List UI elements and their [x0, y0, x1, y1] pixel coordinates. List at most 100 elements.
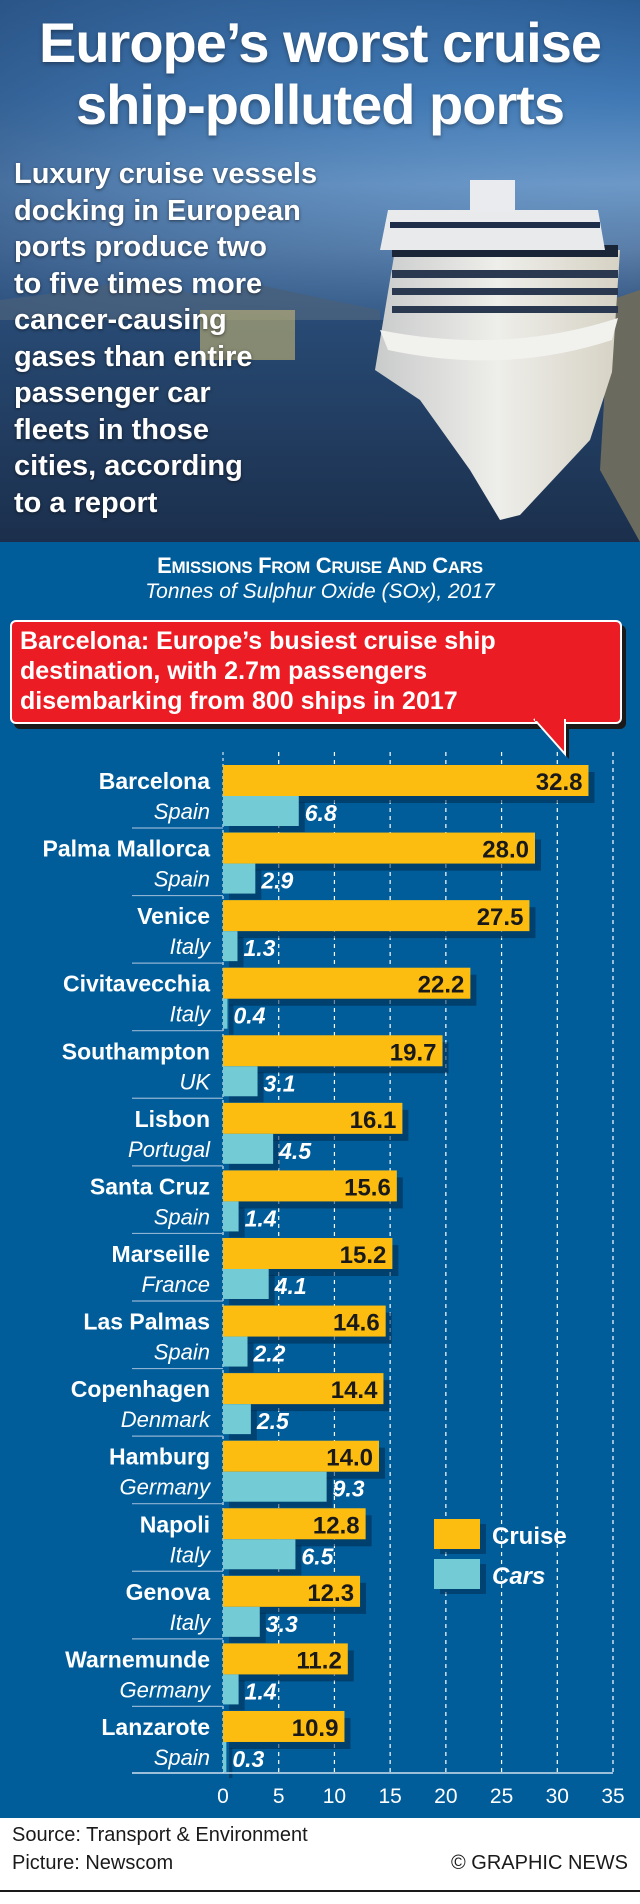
- cruise-value-label: 12.8: [313, 1512, 360, 1539]
- x-tick-label: 25: [490, 1785, 513, 1808]
- intro-text: Luxury cruise vessels docking in Europea…: [14, 156, 354, 521]
- cars-bar-shadow: [229, 1747, 233, 1778]
- intro-line: to five times more: [14, 267, 263, 300]
- country-label: Italy: [170, 934, 212, 959]
- cars-value-label: 2.9: [260, 868, 293, 894]
- cruise-value-label: 15.6: [344, 1174, 391, 1201]
- cars-value-label: 4.5: [278, 1138, 312, 1164]
- country-label: Spain: [154, 1745, 210, 1770]
- x-tick-label: 0: [217, 1785, 229, 1808]
- source-credit: Source: Transport & Environment: [12, 1824, 308, 1846]
- legend-label-cars: Cars: [492, 1563, 545, 1590]
- cruise-value-label: 12.3: [307, 1580, 354, 1607]
- cars-value-label: 0.3: [232, 1746, 264, 1772]
- cruise-bar-southampton: [223, 1035, 443, 1067]
- x-tick-label: 30: [546, 1785, 569, 1808]
- cruise-bar-genova: [223, 1575, 361, 1607]
- cruise-bar-barcelona: [223, 765, 589, 796]
- x-tick-label: 20: [434, 1785, 457, 1808]
- city-label: Southampton: [62, 1038, 210, 1064]
- country-label: Italy: [170, 1610, 212, 1635]
- country-label: Spain: [154, 799, 210, 824]
- cars-value-label: 1.3: [243, 935, 275, 961]
- callout-line: destination, with 2.7m passengers: [20, 657, 428, 685]
- callout-pointer: [533, 718, 566, 757]
- cars-value-label: 4.1: [274, 1273, 307, 1299]
- cruise-value-label: 14.6: [333, 1310, 380, 1337]
- country-label: France: [142, 1272, 210, 1297]
- cruise-value-label: 16.1: [350, 1107, 397, 1134]
- cars-bar-lanzarote: [223, 1741, 227, 1772]
- city-label: Venice: [137, 903, 210, 929]
- x-tick-label: 5: [273, 1785, 285, 1808]
- intro-line: passenger car: [14, 377, 211, 409]
- cruise-value-label: 28.0: [482, 837, 529, 864]
- cruise-bar-venice: [223, 900, 530, 932]
- country-label: Denmark: [121, 1407, 211, 1432]
- intro-line: to a report: [14, 486, 158, 519]
- cars-bar-lisbon: [223, 1133, 274, 1164]
- cars-bar-santa-cruz: [223, 1201, 239, 1232]
- cruise-bar-marseille: [223, 1237, 393, 1269]
- intro-line: ports produce two: [14, 231, 267, 263]
- city-label: Copenhagen: [71, 1376, 210, 1402]
- title-line-2: ship-polluted ports: [75, 73, 565, 136]
- city-label: Santa Cruz: [90, 1173, 210, 1199]
- city-label: Civitavecchia: [63, 971, 210, 997]
- chart-title: EMISSIONS FROM CRUISE AND CARS: [0, 553, 640, 579]
- cruise-bar-lisbon: [223, 1102, 403, 1134]
- cars-bar-warnemunde: [223, 1674, 239, 1705]
- legend-swatch-cruise: [434, 1519, 480, 1549]
- cars-bar-las-palmas: [223, 1336, 248, 1367]
- cruise-bar-lanzarote: [223, 1710, 345, 1742]
- cruise-bar-las-palmas: [223, 1305, 386, 1337]
- cars-bar-southampton: [223, 1066, 258, 1097]
- city-label: Marseille: [112, 1241, 210, 1267]
- ship-bow-deck: [380, 318, 618, 361]
- city-label: Genova: [126, 1579, 211, 1605]
- footer-rule: [0, 1890, 640, 1892]
- callout-pointer-join: [535, 716, 564, 721]
- legend-label-cruise: Cruise: [492, 1523, 567, 1550]
- cruise-bar-napoli: [223, 1508, 366, 1540]
- city-label: Hamburg: [109, 1444, 210, 1470]
- ferry: [200, 310, 295, 360]
- callout-line: Barcelona: Europe’s busiest cruise ship: [20, 627, 496, 655]
- cars-value-label: 2.2: [253, 1341, 286, 1367]
- cruise-bar-civitavecchia: [223, 967, 471, 999]
- city-label: Las Palmas: [83, 1309, 210, 1335]
- cruise-bar-copenhagen: [223, 1373, 384, 1405]
- city-label: Warnemunde: [65, 1646, 210, 1672]
- callout-text: Barcelona: Europe’s busiest cruise ship …: [20, 626, 496, 716]
- cars-value-label: 1.4: [245, 1678, 277, 1704]
- cars-bar-copenhagen: [223, 1404, 251, 1435]
- cruise-bar-warnemunde: [223, 1643, 348, 1675]
- cruise-value-label: 19.7: [390, 1039, 437, 1066]
- cars-bar-barcelona: [223, 796, 299, 826]
- country-label: Spain: [154, 867, 210, 892]
- intro-line: cancer-causing: [14, 304, 227, 336]
- chart-title-text: EMISSIONS FROM CRUISE AND CARS: [157, 553, 483, 578]
- country-label: Germany: [120, 1677, 212, 1702]
- x-tick-label: 15: [378, 1785, 401, 1808]
- picture-credit: Picture: Newscom: [12, 1852, 174, 1874]
- city-label: Palma Mallorca: [43, 836, 211, 862]
- ship-bridge: [470, 180, 515, 212]
- cruise-value-label: 11.2: [296, 1647, 341, 1674]
- ship-hull: [375, 250, 620, 520]
- cruise-value-label: 10.9: [292, 1715, 339, 1742]
- cars-value-label: 1.4: [245, 1205, 277, 1231]
- legend-swatch-cars: [434, 1559, 480, 1589]
- cars-bar-palma-mallorca: [223, 863, 256, 894]
- cars-bar-napoli: [223, 1539, 296, 1570]
- chart-subtitle: Tonnes of Sulphur Oxide (SOx), 2017: [145, 580, 495, 603]
- cruise-value-label: 32.8: [536, 769, 583, 796]
- intro-line: fleets in those: [14, 413, 209, 446]
- country-label: Germany: [120, 1475, 212, 1500]
- cars-value-label: 9.3: [333, 1476, 365, 1502]
- ship-deck-windows: [392, 270, 618, 278]
- city-label: Barcelona: [99, 768, 210, 794]
- cars-value-label: 0.4: [233, 1003, 265, 1029]
- cars-bar-hamburg: [223, 1471, 327, 1502]
- cruise-bar-palma-mallorca: [223, 832, 535, 864]
